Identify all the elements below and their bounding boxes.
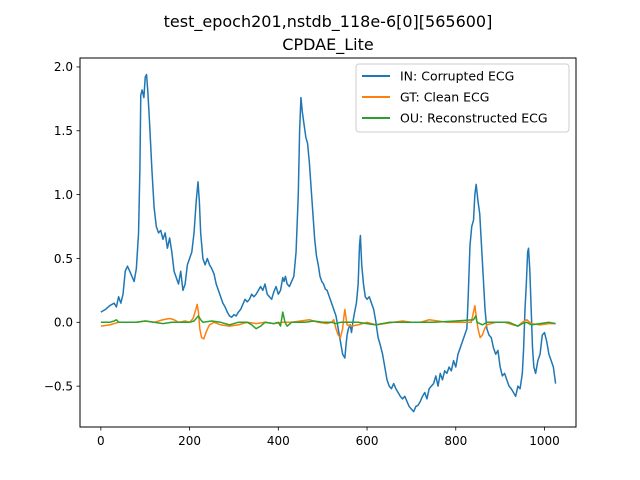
axes: 0 200 400 600 800 1000 −0.5 0.0 0.5 1.0 1.5 2.0 <box>44 60 560 448</box>
x-tick-label: 200 <box>178 434 201 448</box>
y-tick-label: 2.0 <box>54 60 73 74</box>
x-tick-label: 1000 <box>529 434 560 448</box>
y-tick-label: 1.0 <box>54 188 73 202</box>
y-tick-label: 1.5 <box>54 124 73 138</box>
legend-box <box>355 63 570 133</box>
series-line-3 <box>100 311 556 330</box>
x-tick-label: 0 <box>97 434 105 448</box>
series-line-1 <box>100 73 557 413</box>
x-tick-label: 400 <box>267 434 290 448</box>
axes-frame <box>79 57 577 428</box>
chart-subtitle: CPDAE_Lite <box>282 35 373 55</box>
legend-label-3: OU: Reconstructed ECG <box>400 111 548 126</box>
chart-title: test_epoch201,nstdb_118e-6[0][565600] <box>164 12 493 32</box>
legend-label-2: GT: Clean ECG <box>400 90 489 105</box>
y-tick-label: 0.0 <box>54 316 73 330</box>
y-tick-label: −0.5 <box>44 379 73 393</box>
plot-area <box>100 73 557 413</box>
x-tick-label: 800 <box>444 434 467 448</box>
y-tick-label: 0.5 <box>54 252 73 266</box>
legend: IN: Corrupted ECG GT: Clean ECG OU: Recons… <box>355 63 570 133</box>
legend-label-1: IN: Corrupted ECG <box>400 69 514 84</box>
series-line-2 <box>100 303 556 340</box>
x-tick-label: 600 <box>356 434 379 448</box>
